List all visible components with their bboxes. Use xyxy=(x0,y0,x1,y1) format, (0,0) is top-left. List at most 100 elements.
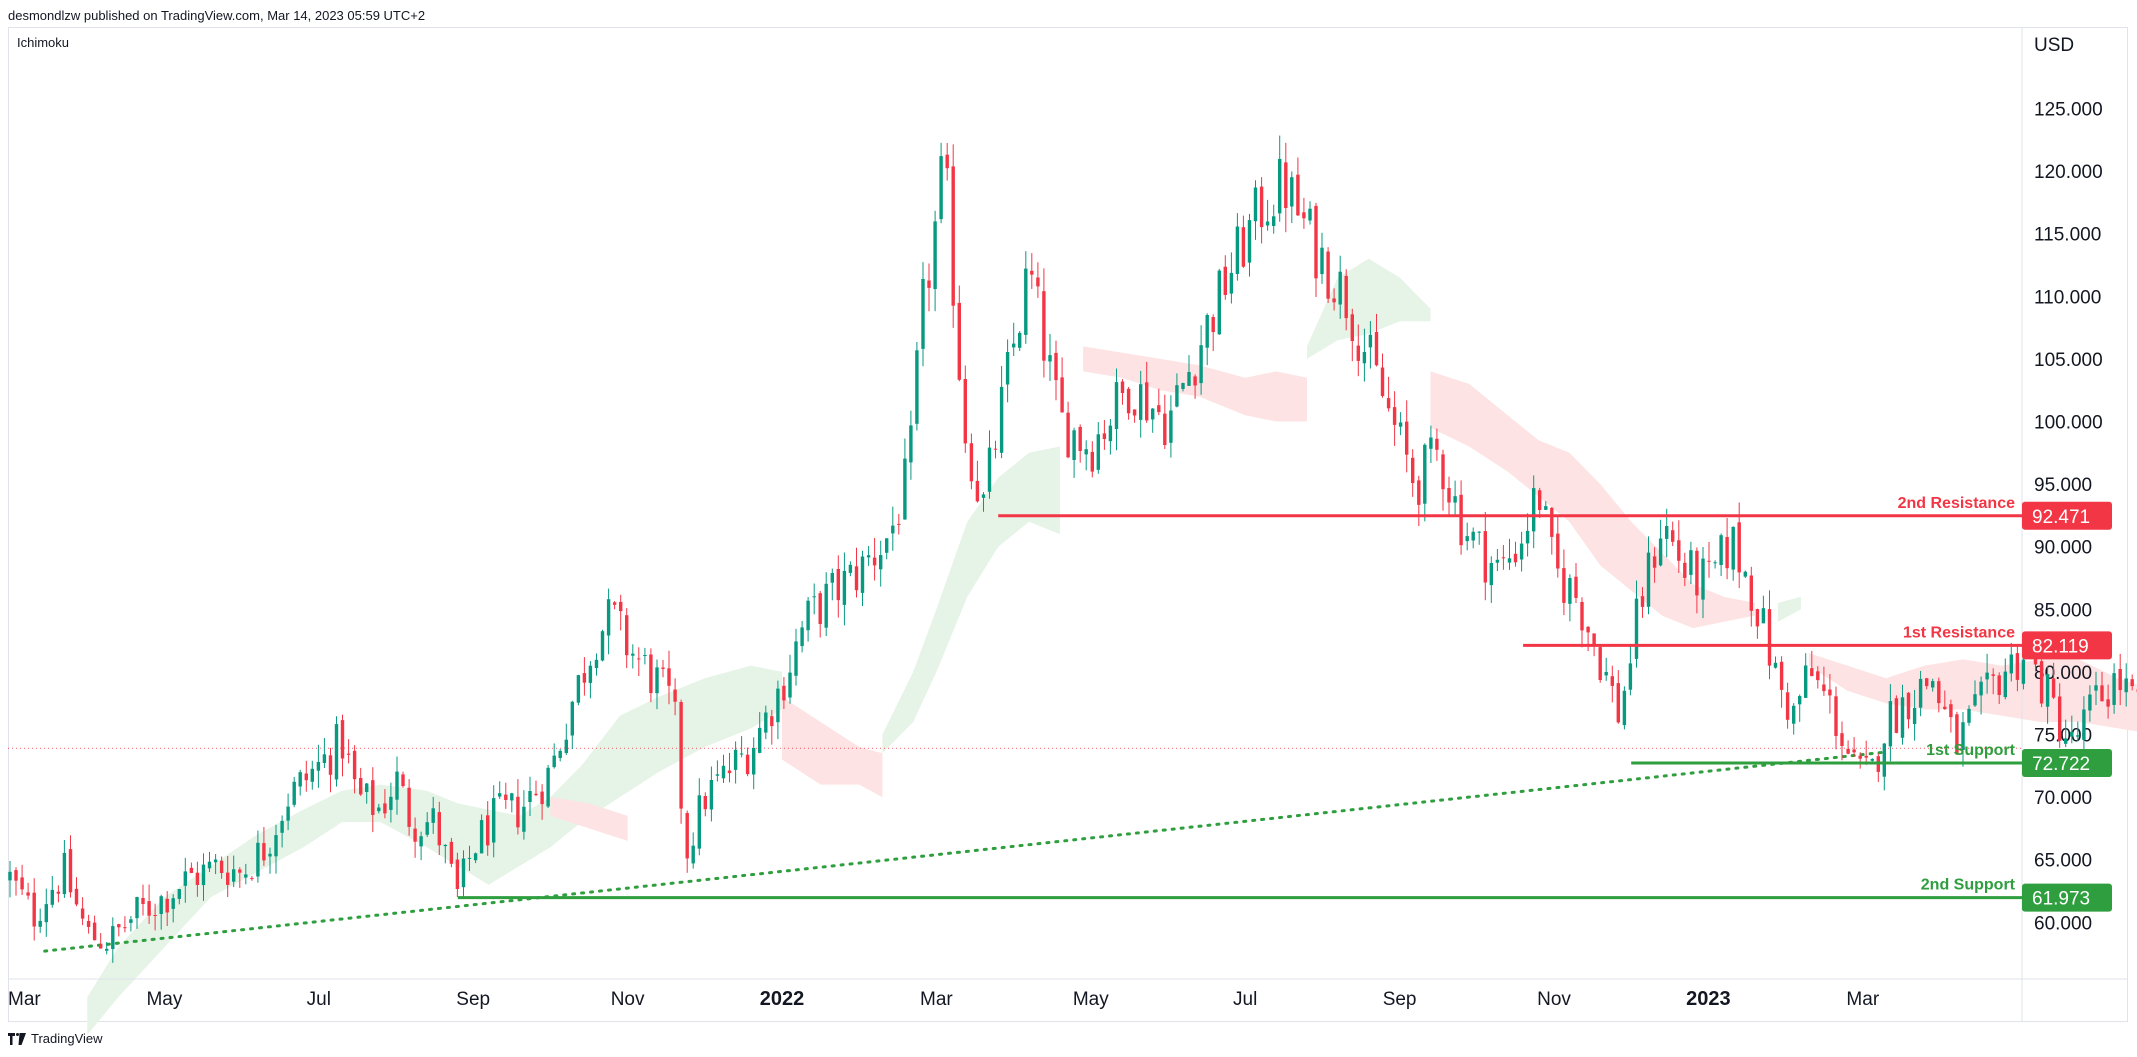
candle-down xyxy=(1677,540,1681,561)
candle-up xyxy=(1918,678,1923,708)
candle-up xyxy=(268,853,272,857)
candle-down xyxy=(927,280,931,288)
candle-down xyxy=(401,774,405,787)
candle-down xyxy=(14,870,18,881)
candle-up xyxy=(1900,697,1905,738)
candle-down xyxy=(1749,575,1753,611)
candle-down xyxy=(854,566,859,591)
candle-up xyxy=(1719,535,1723,565)
cloud-bear-segment xyxy=(1430,371,1755,629)
candle-down xyxy=(770,716,774,727)
candle-up xyxy=(177,889,181,899)
candle-up xyxy=(576,675,581,703)
candle-up xyxy=(1532,488,1536,532)
candle-down xyxy=(727,770,732,774)
candle-down xyxy=(1405,421,1409,455)
chart-frame xyxy=(8,27,2128,1022)
candle-up xyxy=(443,844,447,847)
resistance-price-tag xyxy=(2022,501,2112,530)
candle-down xyxy=(1671,530,1675,542)
candle-up xyxy=(1308,208,1312,221)
candle-down xyxy=(540,791,544,805)
candle-down xyxy=(1326,251,1330,299)
candle-up xyxy=(2088,694,2092,711)
candle-up xyxy=(431,808,435,823)
candle-down xyxy=(455,859,460,889)
y-tick-label: 100.000 xyxy=(2034,413,2103,434)
candle-up xyxy=(2070,731,2074,737)
candle-up xyxy=(1979,681,1983,696)
candle-up xyxy=(1181,383,1185,389)
resistance-price-label: 82.119 xyxy=(2032,636,2089,657)
candle-down xyxy=(1767,609,1772,666)
support-level-name: 2nd Support xyxy=(1921,877,2016,894)
candle-up xyxy=(492,798,496,843)
candle-up xyxy=(915,350,919,424)
candle-down xyxy=(745,754,750,775)
candle-down xyxy=(1350,314,1354,341)
x-tick-label: Mar xyxy=(1846,989,1879,1010)
candle-down xyxy=(2130,679,2134,687)
x-tick-label: Jul xyxy=(1233,989,1257,1010)
candle-up xyxy=(1634,598,1639,659)
candle-up xyxy=(1253,187,1258,222)
candle-up xyxy=(588,665,593,683)
candle-down xyxy=(1864,755,1868,758)
candle-down xyxy=(1296,174,1300,216)
candle-down xyxy=(1640,596,1645,607)
x-tick-label: Jul xyxy=(307,989,331,1010)
candle-down xyxy=(1737,522,1741,573)
indicator-label[interactable]: Ichimoku xyxy=(17,35,70,50)
candle-down xyxy=(1120,381,1125,393)
candle-up xyxy=(824,583,828,628)
candle-down xyxy=(649,654,653,693)
candle-up xyxy=(8,871,12,881)
candle-down xyxy=(1392,407,1397,425)
candle-up xyxy=(1689,550,1693,575)
candle-down xyxy=(1501,557,1506,559)
candle-up xyxy=(891,525,895,534)
candle-up xyxy=(812,596,816,598)
candle-up xyxy=(594,659,599,668)
candle-down xyxy=(1586,626,1590,633)
candle-down xyxy=(1157,405,1161,413)
candle-down xyxy=(1652,556,1657,568)
candle-up xyxy=(1568,578,1572,604)
candle-up xyxy=(1465,536,1469,542)
candle-up xyxy=(721,765,726,779)
candle-up xyxy=(528,791,532,802)
candle-down xyxy=(1834,696,1838,736)
x-tick-label: Nov xyxy=(1537,989,1571,1010)
candle-down xyxy=(637,658,641,660)
candle-down xyxy=(1211,317,1215,333)
candle-down xyxy=(413,828,417,842)
cloud-bear-segment xyxy=(550,797,628,841)
candle-up xyxy=(933,221,937,289)
candle-up xyxy=(286,806,290,821)
candle-up xyxy=(987,447,992,492)
candle-down xyxy=(1550,507,1554,537)
candle-down xyxy=(1852,749,1856,753)
cloud-bear-segment xyxy=(782,696,883,798)
candle-down xyxy=(74,888,79,905)
candle-up xyxy=(1175,385,1179,407)
candle-up xyxy=(461,858,466,888)
candle-down xyxy=(1949,704,1953,718)
candle-down xyxy=(818,593,822,624)
candle-down xyxy=(782,685,786,701)
candle-down xyxy=(1386,398,1391,409)
candle-down xyxy=(703,796,707,810)
candle-down xyxy=(836,569,840,601)
candle-up xyxy=(473,853,478,861)
resistance-level-name: 2nd Resistance xyxy=(1898,495,2015,512)
candle-down xyxy=(1102,433,1107,439)
publisher-header: desmondlzw published on TradingView.com,… xyxy=(8,8,426,23)
candle-up xyxy=(207,861,212,869)
candle-down xyxy=(219,860,224,873)
candle-up xyxy=(1743,571,1747,577)
candle-up xyxy=(1338,271,1342,305)
candle-down xyxy=(26,892,30,896)
candle-down xyxy=(2039,661,2044,704)
footer: TradingView xyxy=(8,1031,103,1046)
